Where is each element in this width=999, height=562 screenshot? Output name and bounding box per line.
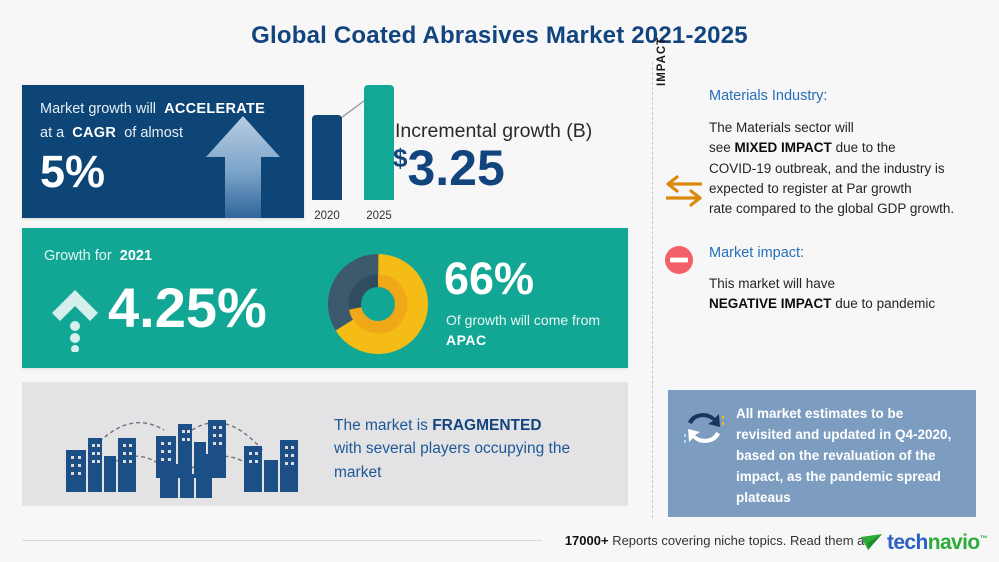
apac-region: APAC [446, 332, 487, 349]
column-divider [652, 62, 653, 518]
currency-symbol: $ [393, 143, 408, 173]
market-body-2-post: due to pandemic [835, 296, 936, 312]
cagr-line2-suffix: of almost [124, 125, 184, 141]
donut-hole [361, 287, 395, 321]
apac-description: Of growth will come from APAC [446, 310, 600, 351]
materials-body-4: expected to register at Par growth [709, 180, 912, 196]
bar-label-2025: 2025 [366, 210, 392, 222]
bar-2025 [364, 85, 394, 200]
fragmented-line1-prefix: The market is [334, 417, 428, 434]
fragmented-line2: with several players occupying the [334, 440, 571, 458]
materials-heading: Materials Industry: [709, 88, 828, 104]
materials-body-1: The Materials sector will [709, 120, 854, 135]
market-body-2-strong: NEGATIVE IMPACT [709, 296, 832, 312]
no-entry-icon [665, 246, 693, 274]
apac-line1: Of growth will come from [446, 312, 601, 328]
up-arrow-icon [206, 116, 280, 218]
incremental-bar-chart: 2020 2025 [306, 80, 398, 222]
cagr-line-1: Market growth will ACCELERATE [40, 101, 265, 117]
donut-outer-rest [328, 254, 428, 354]
logo-tech-part: tech [886, 530, 928, 554]
technavio-logo[interactable]: technavio™ [860, 530, 988, 554]
impact-vertical-label: IMPACT [656, 36, 668, 86]
paper-plane-icon [860, 534, 882, 550]
footer-text: 17000+ Reports covering niche topics. Re… [565, 533, 868, 548]
cagr-line1-strong: ACCELERATE [164, 101, 266, 117]
page-title: Global Coated Abrasives Market 2021-2025 [251, 22, 748, 49]
growth-for-line: Growth for 2021 [44, 248, 152, 264]
growth-panel: Growth for 2021 4.25% 66% Of growth will… [22, 228, 628, 368]
incremental-number: 3.25 [407, 140, 505, 196]
refresh-arrows-icon [684, 413, 724, 443]
apac-percentage: 66% [444, 253, 535, 304]
market-impact-heading: Market impact: [709, 245, 805, 261]
materials-body-2-strong: MIXED IMPACT [734, 140, 832, 156]
bar-2020 [312, 115, 342, 200]
incremental-growth-value: $3.25 [393, 143, 505, 193]
footer-caption: Reports covering niche topics. Read them… [612, 533, 868, 548]
footer-divider [22, 540, 542, 541]
fragmented-line3: market [334, 463, 382, 481]
cagr-line2-prefix: at a [40, 125, 65, 141]
market-impact-body: This market will have NEGATIVE IMPACT du… [709, 274, 999, 315]
incremental-growth-label: Incremental growth (B) [395, 120, 593, 142]
cagr-line-2: at a CAGR of almost [40, 125, 183, 141]
fragmented-line1-strong: FRAGMENTED [432, 417, 542, 434]
fragmented-panel: The market is FRAGMENTED with several pl… [22, 382, 628, 506]
logo-navio-part: navio [927, 530, 980, 554]
revision-note-text: All market estimates to be revisited and… [736, 406, 952, 505]
materials-body-2-post: due to the [835, 140, 896, 156]
footer-report-count: 17000+ [564, 533, 609, 548]
materials-body-3: COVID-19 outbreak, and the industry is [709, 160, 945, 176]
two-way-arrows-icon [666, 175, 702, 207]
city-buildings-network-icon [66, 420, 298, 498]
bar-label-2020: 2020 [314, 210, 340, 222]
materials-body-5: rate compared to the global GDP growth. [709, 201, 955, 216]
cagr-value: 5% [40, 146, 106, 197]
materials-body-2-pre: see [709, 140, 731, 156]
growth-value: 4.25% [108, 276, 267, 339]
cagr-panel: Market growth will ACCELERATE at a CAGR … [22, 85, 304, 218]
revision-note-panel: All market estimates to be revisited and… [668, 390, 976, 517]
chevron-up-dots-icon [52, 290, 98, 352]
market-body-1: This market will have [709, 276, 836, 291]
materials-body: The Materials sector will see MIXED IMPA… [709, 118, 999, 219]
fragmented-text: The market is FRAGMENTED with several pl… [334, 414, 624, 484]
cagr-line2-strong: CAGR [72, 125, 117, 141]
cagr-line1-prefix: Market growth will [40, 101, 157, 117]
logo-wordmark: technavio™ [886, 530, 988, 554]
apac-donut-chart [328, 254, 428, 354]
growth-for-year: 2021 [119, 248, 153, 264]
growth-for-prefix: Growth for [44, 248, 112, 264]
logo-trademark: ™ [979, 533, 988, 543]
